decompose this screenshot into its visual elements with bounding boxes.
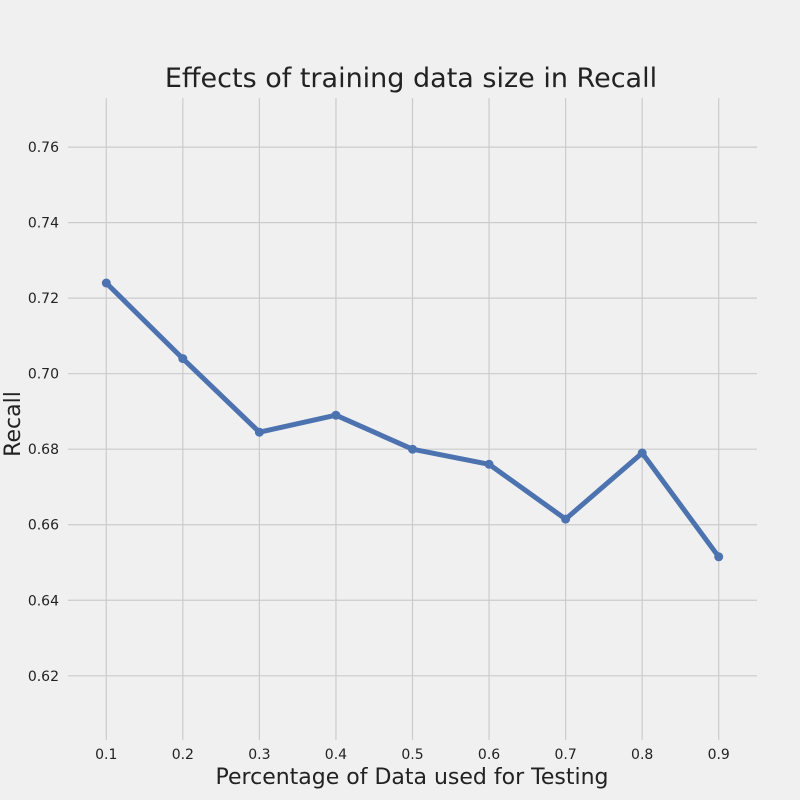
chart-title: Effects of training data size in Recall (165, 63, 657, 94)
y-tick-label: 0.64 (28, 593, 59, 609)
x-axis-label: Percentage of Data used for Testing (216, 765, 609, 790)
y-tick-label: 0.72 (28, 291, 59, 307)
data-point (331, 410, 341, 420)
x-tick-label: 0.2 (172, 747, 194, 763)
data-point (561, 514, 571, 524)
data-point (178, 354, 188, 364)
x-tick-label: 0.8 (631, 747, 653, 763)
grid-layer (68, 98, 757, 740)
x-tick-label: 0.6 (478, 747, 500, 763)
tick-layer: 0.1 0.2 0.3 0.4 0.5 0.6 0.7 0.8 0.9 0.62 0.64 0.66 0… (28, 140, 730, 763)
y-tick-label: 0.68 (28, 442, 59, 458)
data-point (254, 427, 264, 437)
x-tick-label: 0.5 (401, 747, 423, 763)
series-layer (101, 278, 724, 562)
y-tick-label: 0.76 (28, 140, 59, 156)
x-tick-label: 0.7 (554, 747, 576, 763)
y-axis-label: Recall (1, 391, 26, 457)
data-point (101, 278, 111, 288)
data-point (637, 448, 647, 458)
data-point (484, 459, 494, 469)
y-tick-label: 0.70 (28, 367, 59, 383)
x-tick-label: 0.3 (248, 747, 270, 763)
y-tick-label: 0.74 (28, 216, 59, 232)
y-tick-label: 0.66 (28, 518, 59, 534)
x-tick-label: 0.4 (325, 747, 347, 763)
y-tick-label: 0.62 (28, 669, 59, 685)
x-tick-label: 0.1 (95, 747, 117, 763)
x-tick-label: 0.9 (708, 747, 730, 763)
data-point (714, 552, 724, 562)
data-point (408, 444, 417, 454)
